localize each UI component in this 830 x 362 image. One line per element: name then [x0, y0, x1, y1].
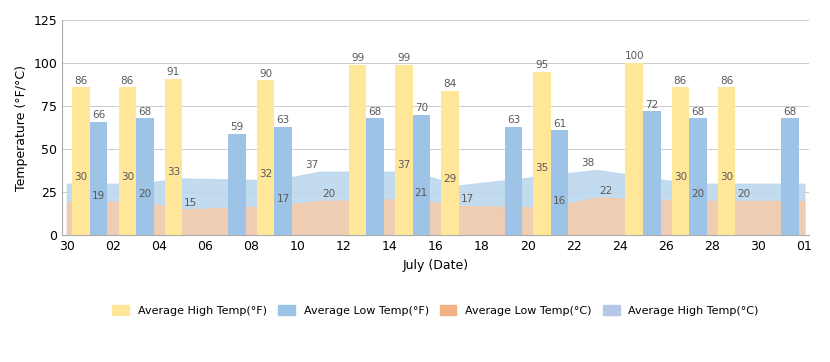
Bar — [72, 87, 90, 236]
Text: 84: 84 — [443, 79, 457, 89]
Text: 100: 100 — [624, 51, 644, 62]
Bar — [626, 63, 643, 236]
Text: 30: 30 — [674, 172, 687, 182]
Text: 22: 22 — [599, 186, 613, 196]
Bar — [367, 118, 384, 236]
Bar — [551, 130, 569, 236]
Text: 68: 68 — [138, 106, 151, 117]
Text: 32: 32 — [259, 169, 272, 178]
Text: 17: 17 — [461, 194, 474, 205]
Bar — [119, 87, 136, 236]
Text: 17: 17 — [276, 194, 290, 205]
Bar — [274, 127, 292, 236]
Text: 19: 19 — [92, 191, 105, 201]
Text: 37: 37 — [398, 160, 410, 170]
Text: 99: 99 — [398, 53, 410, 63]
Text: 72: 72 — [645, 100, 658, 110]
Text: 30: 30 — [720, 172, 733, 182]
Text: 16: 16 — [553, 196, 566, 206]
Text: 61: 61 — [553, 119, 566, 129]
Text: 91: 91 — [167, 67, 180, 77]
Bar — [349, 65, 367, 236]
Text: 29: 29 — [443, 174, 457, 184]
Text: 63: 63 — [507, 115, 520, 125]
Text: 95: 95 — [535, 60, 549, 70]
X-axis label: July (Date): July (Date) — [403, 259, 469, 272]
Text: 21: 21 — [415, 188, 428, 198]
Text: 68: 68 — [784, 106, 797, 117]
Bar — [718, 87, 735, 236]
Text: 37: 37 — [305, 160, 318, 170]
Legend: Average High Temp(°F), Average Low Temp(°F), Average Low Temp(°C), Average High : Average High Temp(°F), Average Low Temp(… — [108, 301, 764, 320]
Text: 30: 30 — [120, 172, 134, 182]
Text: 86: 86 — [720, 76, 733, 85]
Text: 63: 63 — [276, 115, 290, 125]
Bar — [441, 90, 459, 236]
Text: 38: 38 — [582, 158, 595, 168]
Text: 59: 59 — [231, 122, 243, 132]
Text: 20: 20 — [323, 189, 335, 199]
Text: 86: 86 — [75, 76, 88, 85]
Text: 30: 30 — [75, 172, 88, 182]
Text: 20: 20 — [139, 189, 151, 199]
Bar — [164, 79, 182, 236]
Bar — [505, 127, 522, 236]
Bar — [689, 118, 706, 236]
Bar — [256, 80, 274, 236]
Text: 90: 90 — [259, 69, 272, 79]
Bar — [413, 115, 430, 236]
Bar — [643, 111, 661, 236]
Text: 35: 35 — [535, 163, 549, 173]
Text: 86: 86 — [120, 76, 134, 85]
Bar — [136, 118, 154, 236]
Text: 68: 68 — [691, 106, 705, 117]
Bar — [781, 118, 798, 236]
Text: 33: 33 — [167, 167, 180, 177]
Text: 70: 70 — [415, 103, 428, 113]
Text: 20: 20 — [737, 189, 750, 199]
Bar — [395, 65, 413, 236]
Bar — [534, 72, 551, 236]
Text: 86: 86 — [674, 76, 687, 85]
Text: 99: 99 — [351, 53, 364, 63]
Text: 66: 66 — [92, 110, 105, 120]
Y-axis label: Temperature (°F/°C): Temperature (°F/°C) — [15, 65, 28, 191]
Bar — [228, 134, 246, 236]
Text: 68: 68 — [369, 106, 382, 117]
Bar — [90, 122, 107, 236]
Text: 20: 20 — [691, 189, 705, 199]
Bar — [671, 87, 689, 236]
Text: 15: 15 — [184, 198, 198, 208]
